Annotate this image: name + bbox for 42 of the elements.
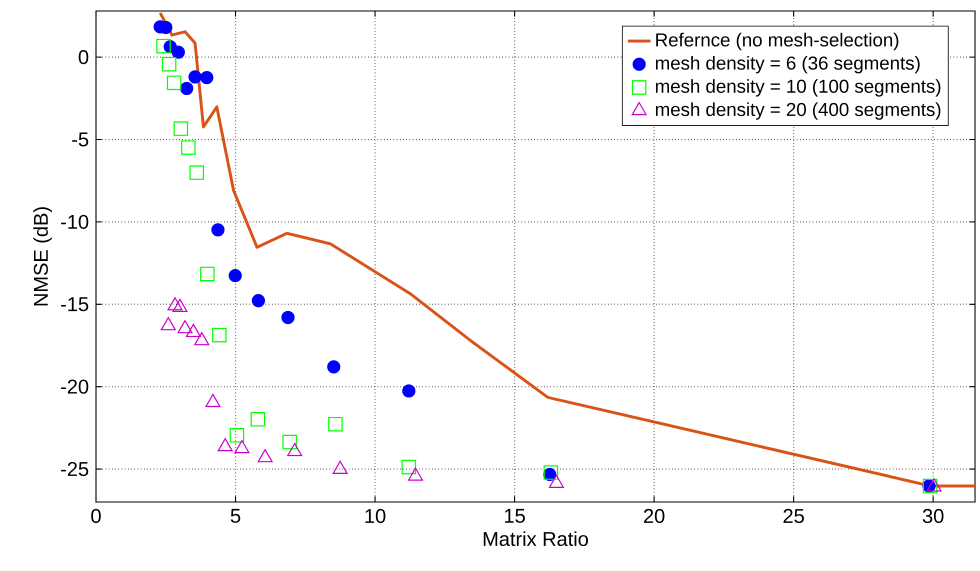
point — [174, 121, 188, 136]
legend-label: Refernce (no mesh-selection) — [656, 32, 898, 50]
x-axis-title: Matrix Ratio — [484, 531, 588, 546]
y-tick-label: -5 — [72, 132, 88, 146]
point — [181, 140, 196, 155]
point — [228, 269, 242, 282]
point — [281, 310, 295, 324]
x-tick-label: 25 — [784, 508, 804, 524]
point — [282, 434, 297, 450]
point — [189, 165, 204, 180]
y-tick-label: -25 — [61, 462, 88, 476]
y-axis-title: NMSE (dB) — [33, 207, 52, 306]
y-tick-label: -15 — [61, 297, 88, 312]
x-tick-label: 15 — [504, 508, 525, 523]
point — [211, 223, 225, 236]
point — [200, 266, 215, 282]
point — [200, 70, 214, 84]
x-tick-label: 5 — [230, 508, 240, 523]
y-tick-label: 0 — [78, 50, 88, 64]
point — [250, 412, 266, 427]
legend-label: mesh density = 10 (100 segments) — [656, 79, 940, 97]
x-tick-label: 30 — [922, 508, 944, 524]
point — [402, 384, 416, 398]
y-tick-label: -10 — [61, 214, 88, 229]
point — [212, 328, 227, 342]
legend-label: mesh density = 20 (400 segments) — [656, 102, 940, 120]
point — [166, 76, 182, 90]
x-tick-label: 10 — [365, 508, 386, 524]
y-tick-label: -20 — [61, 380, 88, 394]
point — [162, 56, 176, 72]
point — [172, 46, 185, 59]
point — [327, 360, 340, 374]
point — [402, 460, 416, 474]
point — [252, 294, 266, 308]
point — [180, 82, 194, 96]
point — [188, 70, 202, 84]
point — [230, 428, 244, 443]
x-tick-label: 20 — [644, 508, 664, 524]
point — [328, 416, 343, 432]
legend-label: mesh density = 6 (36 segments) — [656, 56, 920, 74]
x-tick-label: 0 — [91, 508, 101, 524]
point — [156, 38, 171, 54]
